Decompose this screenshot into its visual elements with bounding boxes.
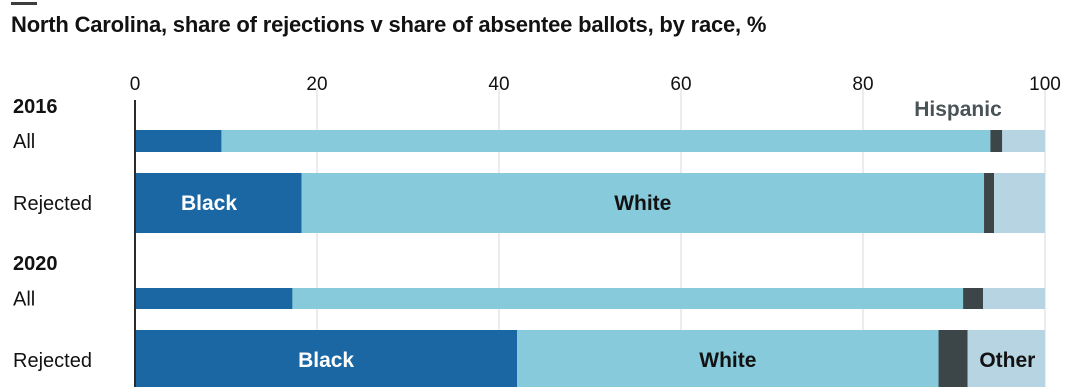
bar-segment-white — [292, 288, 964, 309]
row-label: Rejected — [13, 193, 92, 215]
bar-segment-white — [517, 330, 939, 387]
x-tick-label: 60 — [670, 74, 691, 95]
row-label: All — [13, 289, 35, 311]
group-label: 2016 — [13, 96, 58, 118]
chart-title: North Carolina, share of rejections v sh… — [11, 12, 767, 37]
bar-segment-other — [967, 330, 1045, 387]
x-tick-label: 100 — [1029, 74, 1061, 95]
title-rule — [11, 2, 37, 5]
x-tick-label: 80 — [852, 74, 873, 95]
segment-label-white: White — [614, 192, 671, 215]
segment-label-black: Black — [298, 349, 354, 372]
group-label: 2020 — [13, 253, 58, 275]
bar-segment-other — [983, 288, 1045, 309]
bar-segment-other — [994, 173, 1045, 233]
segment-label-black: Black — [181, 192, 237, 215]
bar-segment-hispanic — [984, 173, 995, 233]
segment-label-other: Other — [979, 349, 1035, 372]
x-tick-label: 40 — [488, 74, 509, 95]
bar-segment-other — [1002, 130, 1045, 152]
bar-segment-white — [221, 130, 991, 152]
segment-label-hispanic: Hispanic — [914, 98, 1002, 121]
bar-segment-hispanic — [938, 330, 968, 387]
bar-segment-black — [135, 288, 293, 309]
bar-segment-hispanic — [963, 288, 984, 309]
segment-label-white: White — [699, 349, 756, 372]
bar-segment-black — [135, 173, 302, 233]
row-label: Rejected — [13, 350, 92, 372]
x-tick-label: 0 — [130, 74, 141, 95]
bar-segment-hispanic — [990, 130, 1003, 152]
bar-segment-black — [135, 330, 518, 387]
row-label: All — [13, 131, 35, 153]
bar-segment-black — [135, 130, 222, 152]
x-tick-label: 20 — [306, 74, 327, 95]
bar-segment-white — [301, 173, 985, 233]
